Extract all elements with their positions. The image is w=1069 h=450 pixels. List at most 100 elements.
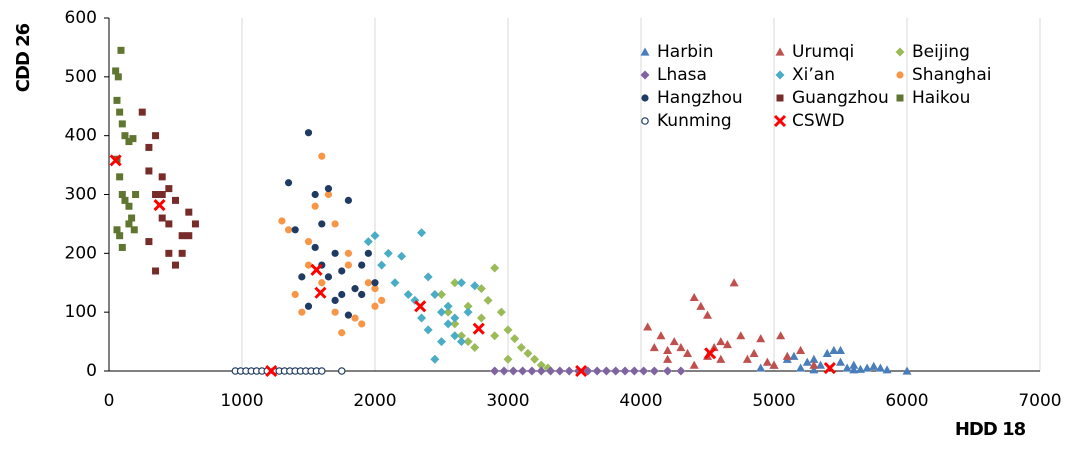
point: [371, 285, 379, 293]
point: [397, 251, 407, 261]
legend-marker: [775, 47, 785, 56]
point: [172, 196, 179, 204]
point: [696, 301, 706, 310]
point: [371, 302, 379, 310]
x-tick-label: 5000: [752, 391, 795, 411]
point: [663, 345, 673, 355]
point: [344, 261, 352, 269]
x-tick-label: 2000: [353, 391, 396, 411]
point: [417, 228, 427, 238]
point: [762, 357, 772, 366]
point: [508, 366, 518, 376]
point: [530, 354, 540, 364]
point: [265, 364, 278, 378]
point: [278, 217, 286, 225]
point: [822, 348, 832, 357]
y-tick-label: 100: [65, 302, 97, 322]
point: [152, 191, 160, 198]
point: [118, 243, 126, 251]
point: [378, 296, 386, 304]
point: [370, 231, 380, 241]
legend-marker: [641, 94, 649, 102]
point: [689, 292, 699, 302]
point: [643, 322, 653, 331]
point: [722, 340, 732, 349]
point: [298, 273, 306, 281]
y-tick-label: 400: [65, 126, 97, 146]
point: [842, 363, 852, 372]
point: [311, 243, 319, 252]
point: [125, 138, 133, 146]
point: [902, 366, 912, 375]
legend-label: Urumqi: [792, 42, 854, 62]
point: [756, 334, 766, 343]
x-tick-label: 6000: [885, 391, 928, 411]
point: [383, 248, 393, 258]
point: [314, 286, 327, 299]
point: [716, 337, 726, 346]
legend-marker: [773, 114, 787, 128]
point: [503, 354, 513, 364]
point: [165, 185, 173, 193]
point: [456, 278, 466, 288]
point: [862, 363, 872, 372]
point: [769, 360, 779, 369]
point: [823, 361, 836, 375]
point: [324, 273, 333, 281]
point: [470, 342, 480, 352]
point: [669, 337, 679, 346]
point: [158, 173, 166, 181]
point: [496, 307, 506, 317]
point: [390, 278, 400, 288]
point: [358, 261, 366, 269]
point: [116, 108, 124, 116]
point: [490, 331, 500, 341]
legend-label: Xi’an: [792, 65, 835, 85]
point: [109, 154, 122, 167]
point: [523, 348, 533, 358]
point: [729, 278, 739, 287]
point: [463, 301, 473, 311]
legend-marker: [896, 94, 904, 102]
point: [676, 366, 686, 376]
point: [153, 199, 166, 212]
point: [324, 190, 333, 199]
point: [178, 249, 186, 257]
legend-marker: [896, 71, 904, 79]
point: [683, 348, 693, 357]
point: [536, 366, 546, 376]
point: [358, 320, 366, 328]
point: [158, 214, 166, 222]
point: [132, 191, 140, 198]
point: [875, 363, 885, 372]
point: [476, 284, 486, 294]
point: [437, 337, 446, 347]
point: [656, 331, 666, 340]
point: [546, 366, 556, 376]
point: [611, 366, 621, 376]
point: [472, 322, 485, 335]
point: [789, 351, 799, 360]
point: [430, 290, 440, 300]
point: [318, 279, 326, 287]
point: [338, 290, 346, 299]
legend-marker: [776, 94, 784, 102]
point: [291, 290, 299, 299]
point: [555, 366, 565, 376]
point: [676, 342, 686, 352]
point: [364, 279, 372, 287]
point: [191, 220, 199, 228]
point: [317, 367, 326, 375]
point: [371, 279, 379, 287]
point: [836, 357, 845, 366]
legend-marker: [641, 117, 649, 125]
point: [849, 365, 859, 374]
point: [185, 232, 193, 240]
point: [443, 307, 453, 317]
point: [443, 301, 453, 311]
point: [417, 313, 427, 323]
point: [363, 237, 373, 247]
point: [816, 360, 826, 369]
point: [782, 351, 792, 360]
